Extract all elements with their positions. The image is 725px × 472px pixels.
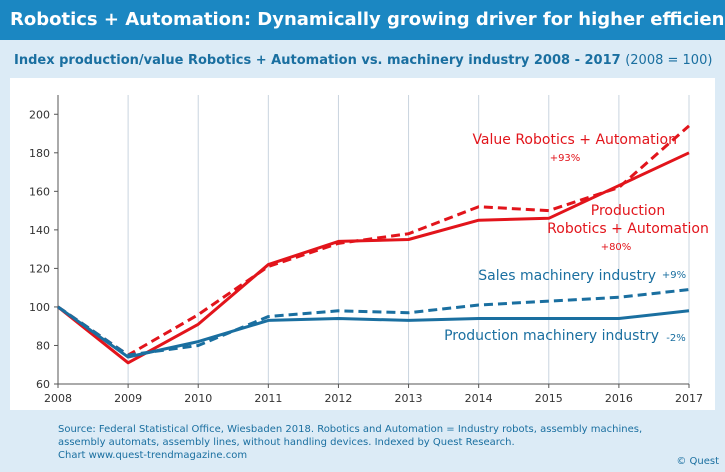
y-tick-label: 60 bbox=[36, 378, 50, 391]
copyright: © Quest bbox=[676, 456, 719, 467]
x-tick-label: 2015 bbox=[535, 392, 563, 405]
series-line-value_ra bbox=[57, 124, 690, 357]
y-tick-label: 120 bbox=[29, 262, 50, 275]
annotation-label: Value Robotics + Automation bbox=[472, 132, 677, 148]
y-tick-label: 100 bbox=[29, 301, 50, 314]
series-line-prod_mach bbox=[57, 305, 690, 359]
annotation-label: Sales machinery industry bbox=[478, 268, 656, 284]
x-tick-label: 2014 bbox=[465, 392, 493, 405]
x-tick-label: 2009 bbox=[114, 392, 142, 405]
chart-subtitle: Index production/value Robotics + Automa… bbox=[14, 53, 712, 68]
series-line-prod_ra bbox=[57, 151, 690, 365]
annotation-label: Production bbox=[591, 203, 665, 219]
y-tick-label: 180 bbox=[29, 147, 50, 160]
annotation-label: +93% bbox=[550, 153, 581, 164]
subtitle-text: Index production/value Robotics + Automa… bbox=[14, 53, 621, 68]
y-tick-label: 200 bbox=[29, 108, 50, 121]
source-note: Source: Federal Statistical Office, Wies… bbox=[58, 423, 698, 462]
x-tick-label: 2011 bbox=[254, 392, 282, 405]
x-tick-label: 2013 bbox=[395, 392, 423, 405]
annotation-label: +9% bbox=[662, 270, 686, 281]
subtitle-note: (2008 = 100) bbox=[625, 53, 713, 68]
line-chart: 60 80 100 120 140 160 180 200 2008 2009 2010 2011 20… bbox=[29, 95, 709, 405]
annotation-label: -2% bbox=[666, 333, 685, 344]
source-line: Source: Federal Statistical Office, Wies… bbox=[58, 424, 643, 435]
annotation-label: Production machinery industry bbox=[444, 328, 659, 344]
chart-title: Robotics + Automation: Dynamically growi… bbox=[0, 0, 725, 40]
y-tick-label: 140 bbox=[29, 224, 50, 237]
annotation-label: Robotics + Automation bbox=[547, 221, 709, 237]
y-tick-label: 160 bbox=[29, 185, 50, 198]
annotation-label: +80% bbox=[601, 242, 632, 253]
y-tick-label: 80 bbox=[36, 339, 50, 352]
series-line-sales_mach bbox=[57, 288, 690, 357]
x-tick-label: 2016 bbox=[605, 392, 633, 405]
x-tick-label: 2010 bbox=[184, 392, 212, 405]
source-line: assembly automats, assembly lines, witho… bbox=[58, 437, 515, 448]
x-tick-label: 2008 bbox=[44, 392, 72, 405]
x-tick-label: 2017 bbox=[675, 392, 703, 405]
x-tick-label: 2012 bbox=[324, 392, 352, 405]
source-line: Chart www.quest-trendmagazine.com bbox=[58, 450, 248, 461]
